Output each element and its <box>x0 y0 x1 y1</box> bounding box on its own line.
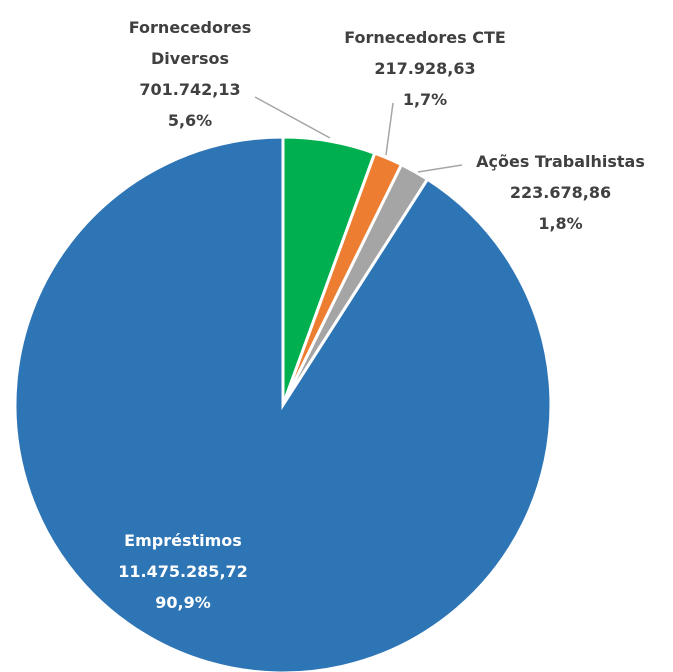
value-label: 701.742,13 <box>139 80 241 99</box>
value-label: 223.678,86 <box>509 183 612 202</box>
leader-line <box>254 96 331 139</box>
category-label: Ações Trabalhistas <box>476 152 645 171</box>
value-label: 217.928,63 <box>374 59 476 78</box>
value-label: 11.475.285,72 <box>118 562 248 581</box>
percent-label: 5,6% <box>167 111 213 130</box>
category-label: Fornecedores Diversos <box>128 18 252 68</box>
percent-label: 1,8% <box>538 214 583 233</box>
data-label: Empréstimos 11.475.285,72 90,9% <box>83 525 283 618</box>
percent-label: 1,7% <box>402 90 448 109</box>
category-label: Fornecedores CTE <box>344 28 506 47</box>
percent-label: 90,9% <box>155 593 211 612</box>
pie-slice <box>13 135 553 672</box>
category-label: Empréstimos <box>124 531 242 550</box>
data-label: Fornecedores CTE 217.928,63 1,7% <box>325 22 525 115</box>
leader-line <box>417 164 463 173</box>
leader-line <box>385 102 394 156</box>
data-label: Ações Trabalhistas 223.678,86 1,8% <box>458 146 663 239</box>
data-label: Fornecedores Diversos 701.742,13 5,6% <box>115 12 265 136</box>
